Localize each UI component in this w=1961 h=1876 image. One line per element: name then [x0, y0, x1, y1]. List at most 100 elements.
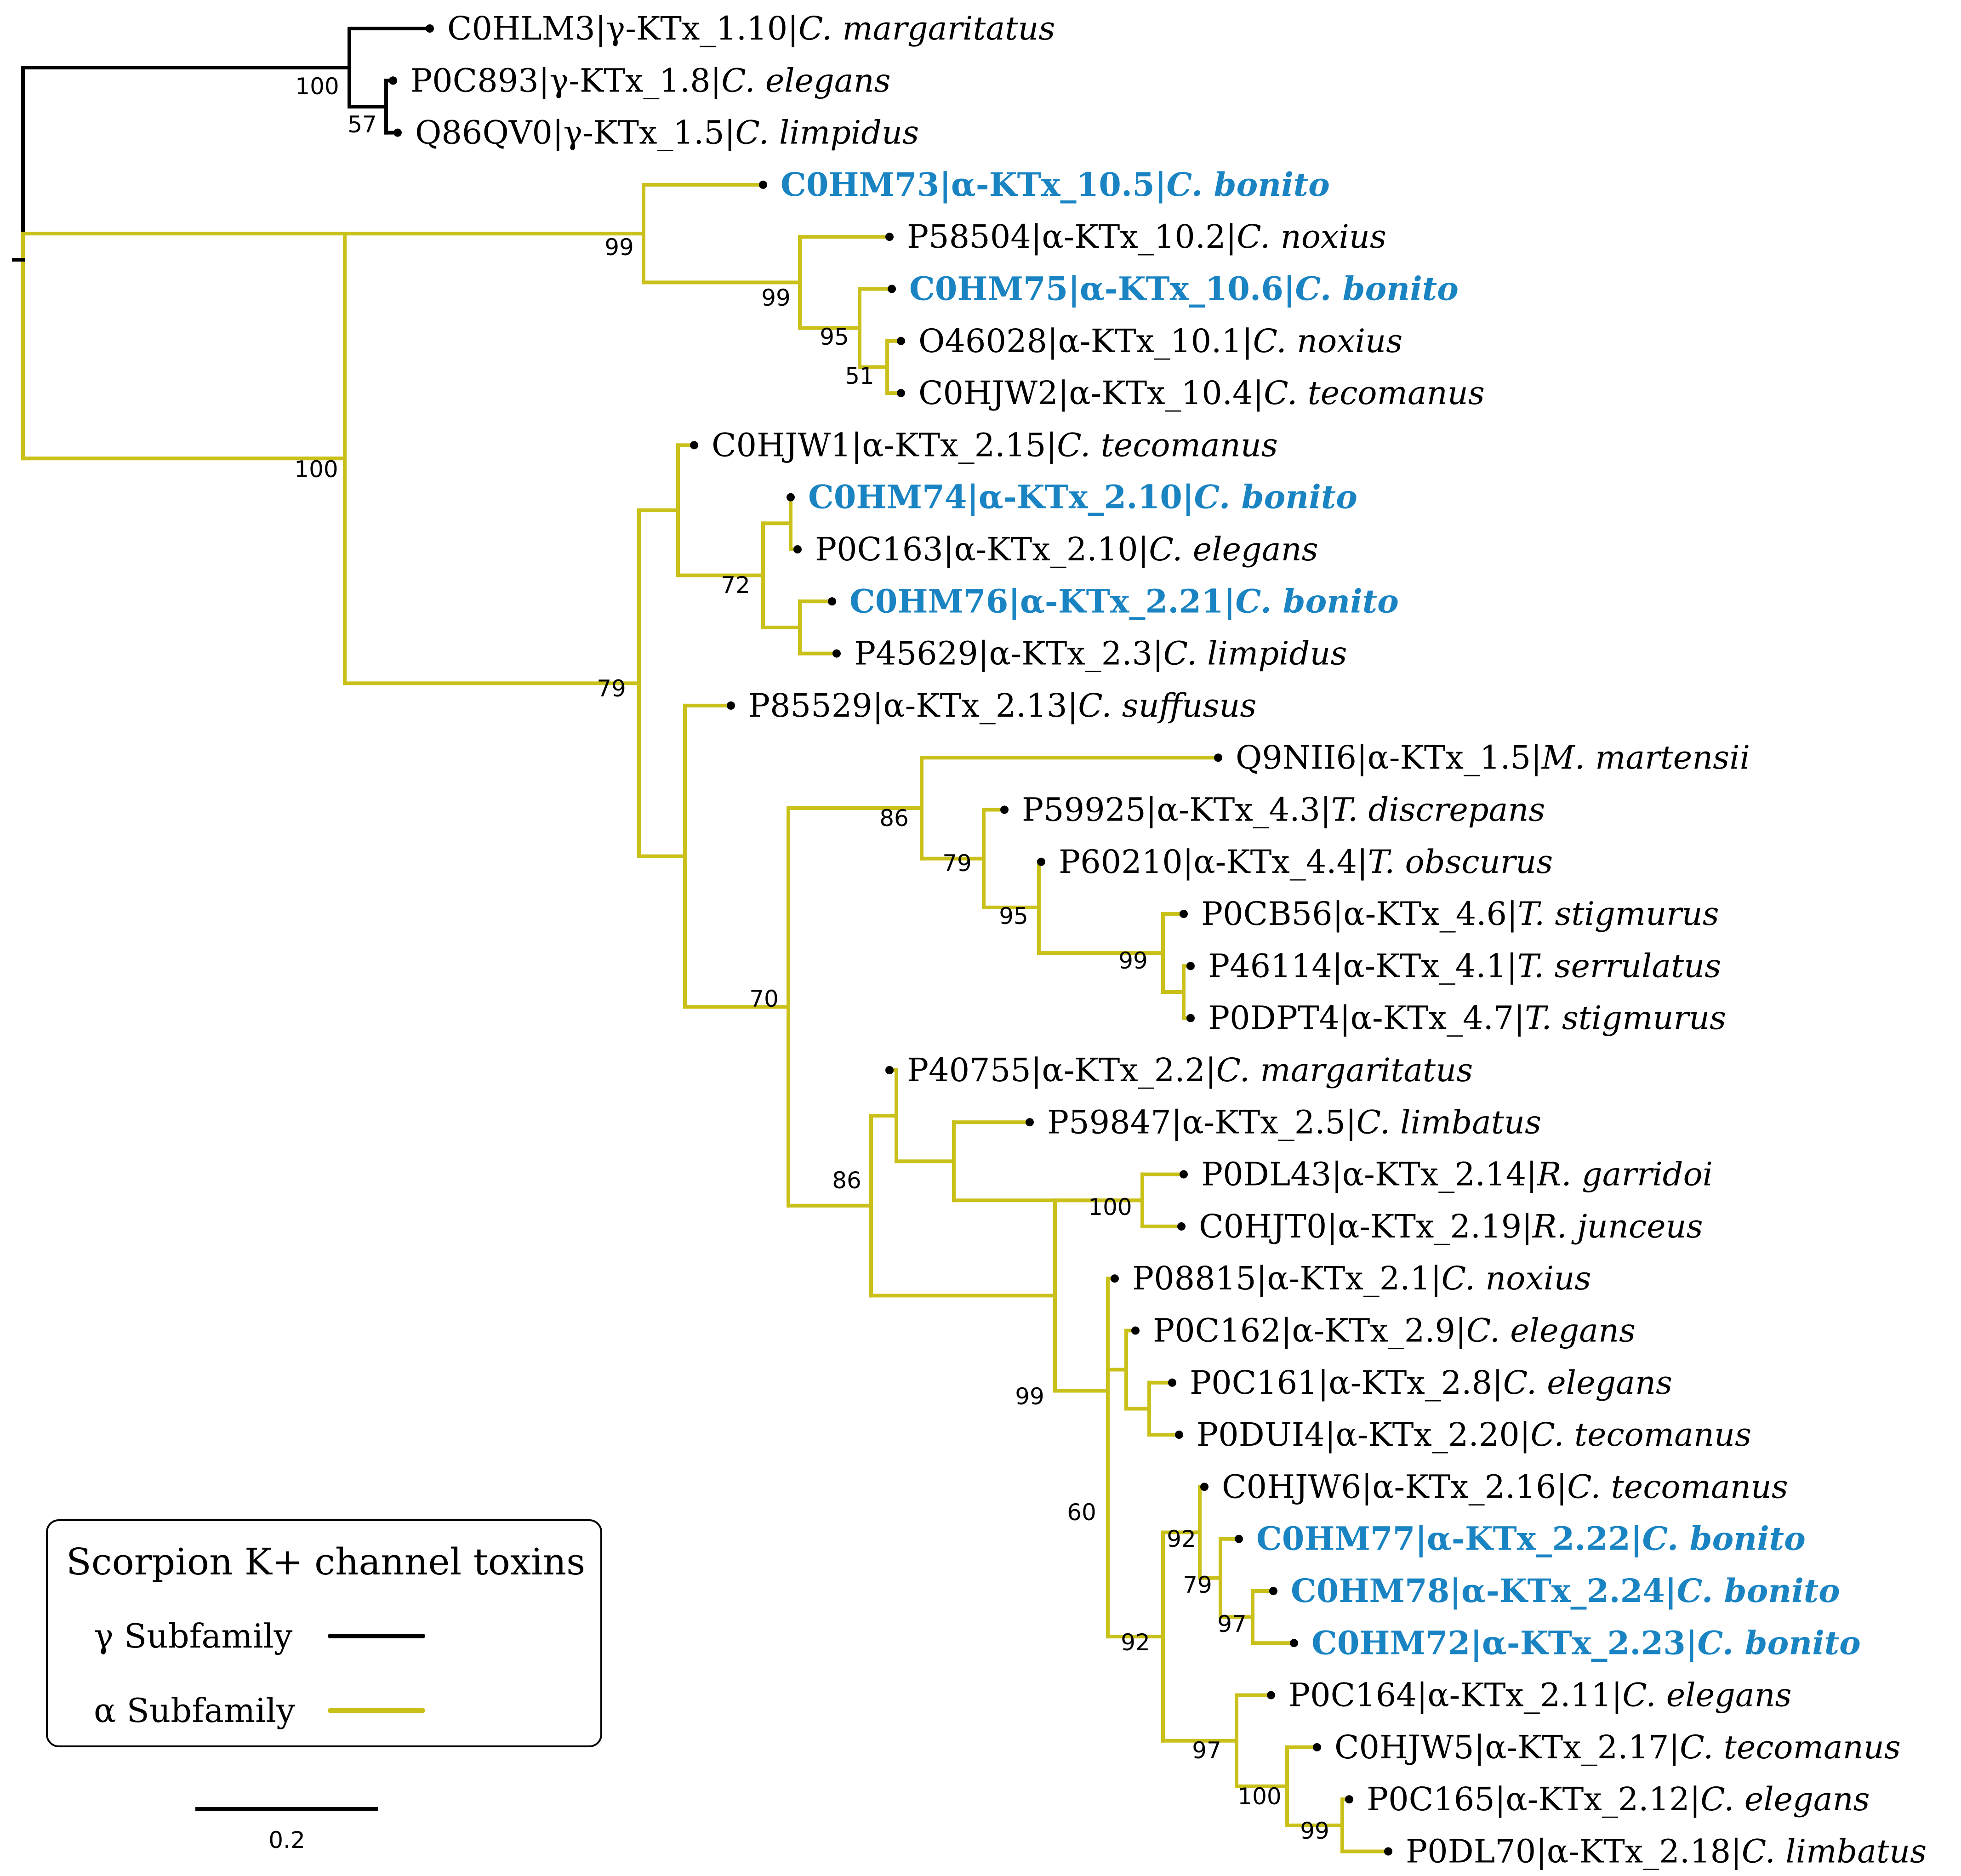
- tip-label: C0HM72|α-KTx_2.23|C. bonito: [1311, 1624, 1861, 1662]
- support-value: 79: [1183, 1572, 1212, 1598]
- scale-bar-label: 0.2: [268, 1827, 305, 1853]
- tip-label: P0DUI4|α-KTx_2.20|C. tecomanus: [1197, 1416, 1751, 1454]
- tip-dot: [1290, 1639, 1298, 1648]
- tip-dot: [832, 649, 841, 658]
- legend-swatch-alpha: [328, 1708, 425, 1713]
- tip-dot: [1000, 805, 1009, 814]
- tip-label: P40755|α-KTx_2.2|C. margaritatus: [907, 1051, 1473, 1089]
- tip-dot: [1214, 753, 1222, 762]
- tip-dot: [1180, 1170, 1188, 1179]
- tip-label: P0CB56|α-KTx_4.6|T. stigmurus: [1201, 895, 1719, 933]
- tip-label: P0C893|γ-KTx_1.8|C. elegans: [410, 62, 891, 99]
- tip-dot: [1180, 910, 1188, 918]
- tip-label: P0C163|α-KTx_2.10|C. elegans: [815, 530, 1318, 568]
- legend-item-gamma: γ Subfamily: [94, 1613, 425, 1659]
- support-value: 99: [761, 285, 791, 311]
- tip-dot: [1267, 1691, 1275, 1699]
- support-value: 99: [1015, 1383, 1044, 1410]
- tip-label: P0DL70|α-KTx_2.18|C. limbatus: [1406, 1833, 1927, 1870]
- tip-dot: [897, 389, 905, 398]
- tip-label: P0DL43|α-KTx_2.14|R. garridoi: [1201, 1156, 1713, 1193]
- tip-dot: [1131, 1326, 1140, 1335]
- tip-label: Q86QV0|γ-KTx_1.5|C. limpidus: [415, 114, 919, 152]
- legend-item-alpha: α Subfamily: [94, 1688, 425, 1733]
- tip-label: P46114|α-KTx_4.1|T. serrulatus: [1208, 947, 1721, 985]
- tip-label: P0C161|α-KTx_2.8|C. elegans: [1190, 1364, 1672, 1402]
- tip-dot: [897, 336, 905, 345]
- support-value: 92: [1167, 1526, 1196, 1552]
- support-value: 79: [597, 675, 626, 702]
- tip-dot: [1186, 1014, 1195, 1022]
- tip-label: C0HM77|α-KTx_2.22|C. bonito: [1256, 1520, 1806, 1558]
- tip-label: P0DPT4|α-KTx_4.7|T. stigmurus: [1208, 999, 1726, 1037]
- tip-dot: [389, 76, 397, 85]
- tip-label: C0HM76|α-KTx_2.21|C. bonito: [849, 582, 1399, 620]
- support-value: 72: [721, 572, 750, 599]
- support-value: 92: [1121, 1629, 1150, 1656]
- tip-label: C0HJW6|α-KTx_2.16|C. tecomanus: [1222, 1468, 1788, 1505]
- tip-label: P59925|α-KTx_4.3|T. discrepans: [1022, 791, 1545, 829]
- tip-dot: [1037, 857, 1045, 866]
- support-value: 95: [820, 324, 849, 350]
- tip-label: C0HJW5|α-KTx_2.17|C. tecomanus: [1334, 1728, 1901, 1766]
- tip-dot: [1168, 1378, 1176, 1387]
- legend: Scorpion K+ channel toxins γ Subfamily α…: [46, 1519, 602, 1747]
- tip-dot: [759, 180, 767, 189]
- tip-label: C0HM74|α-KTx_2.10|C. bonito: [808, 478, 1357, 516]
- tip-label: C0HJT0|α-KTx_2.19|R. junceus: [1199, 1208, 1703, 1245]
- tip-dot: [690, 441, 698, 450]
- tip-dot: [727, 701, 735, 710]
- tip-dot: [1200, 1483, 1209, 1491]
- tip-label: C0HM75|α-KTx_10.6|C. bonito: [909, 270, 1459, 308]
- tip-label: P08815|α-KTx_2.1|C. noxius: [1132, 1260, 1591, 1297]
- tip-dot: [393, 128, 402, 137]
- tip-dot: [1175, 1431, 1183, 1439]
- tip-dot: [1026, 1118, 1034, 1127]
- support-value: 100: [295, 73, 339, 100]
- tip-label: P60210|α-KTx_4.4|T. obscurus: [1059, 843, 1553, 881]
- support-value: 97: [1192, 1737, 1221, 1764]
- tip-label: P0C162|α-KTx_2.9|C. elegans: [1153, 1312, 1636, 1350]
- tip-label: Q9NII6|α-KTx_1.5|M. martensii: [1236, 739, 1750, 776]
- support-value: 100: [294, 456, 338, 483]
- support-value: 86: [879, 805, 909, 832]
- tip-label: C0HLM3|γ-KTx_1.10|C. margaritatus: [447, 10, 1055, 47]
- tip-dot: [1186, 962, 1195, 970]
- support-value: 57: [348, 111, 377, 138]
- tip-label: C0HM73|α-KTx_10.5|C. bonito: [781, 165, 1330, 204]
- legend-title: Scorpion K+ channel toxins: [66, 1540, 586, 1583]
- support-value: 97: [1217, 1611, 1247, 1637]
- support-value: 99: [604, 234, 634, 261]
- support-value: 70: [749, 986, 779, 1012]
- legend-label-alpha: α Subfamily: [94, 1691, 295, 1730]
- support-value: 79: [942, 850, 972, 877]
- tip-dot: [793, 545, 802, 553]
- tip-label: C0HM78|α-KTx_2.24|C. bonito: [1291, 1572, 1840, 1610]
- tip-label: C0HJW2|α-KTx_10.4|C. tecomanus: [918, 374, 1485, 412]
- tip-dot: [787, 493, 795, 502]
- support-value: 100: [1088, 1194, 1132, 1220]
- tip-dot: [426, 24, 434, 33]
- tip-dot: [1111, 1274, 1119, 1283]
- tip-label: P58504|α-KTx_10.2|C. noxius: [907, 218, 1386, 256]
- tip-dot: [1345, 1795, 1353, 1804]
- tip-dot: [1269, 1587, 1277, 1595]
- tip-dot: [885, 233, 894, 241]
- support-value: 99: [1118, 947, 1148, 974]
- support-value: 60: [1067, 1499, 1096, 1526]
- tip-dot: [1384, 1847, 1392, 1856]
- support-value: 86: [832, 1167, 861, 1194]
- tip-dot: [828, 597, 836, 606]
- tip-label: P59847|α-KTx_2.5|C. limbatus: [1047, 1103, 1541, 1141]
- support-value: 99: [1300, 1818, 1329, 1844]
- tip-label: O46028|α-KTx_10.1|C. noxius: [918, 322, 1402, 360]
- support-value: 51: [845, 363, 874, 389]
- tip-label: P45629|α-KTx_2.3|C. limpidus: [854, 635, 1347, 673]
- legend-swatch-gamma: [328, 1634, 425, 1638]
- tip-label: C0HJW1|α-KTx_2.15|C. tecomanus: [712, 426, 1278, 464]
- tip-label: P0C164|α-KTx_2.11|C. elegans: [1288, 1676, 1792, 1714]
- tip-label: P85529|α-KTx_2.13|C. suffusus: [748, 687, 1256, 724]
- legend-label-gamma: γ Subfamily: [94, 1617, 293, 1655]
